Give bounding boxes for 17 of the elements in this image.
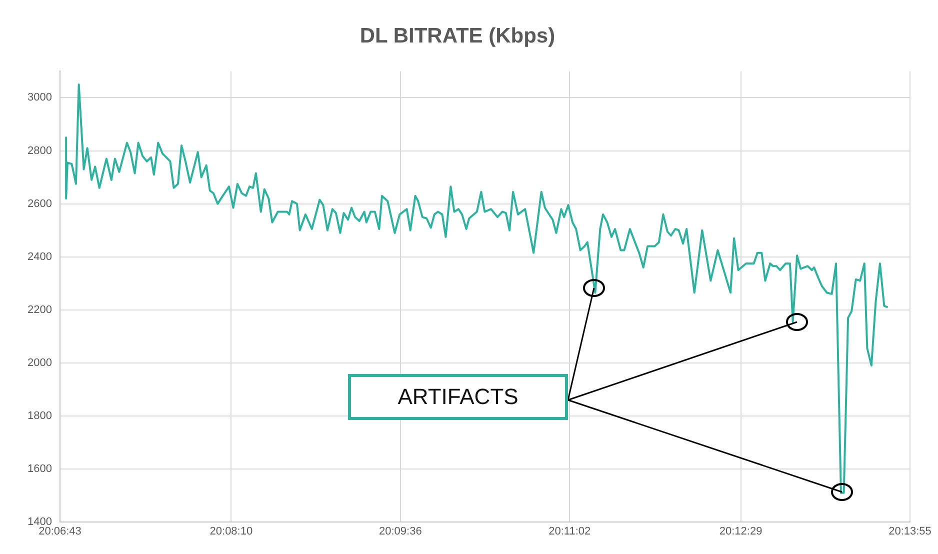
y-tick-label: 1600 [28, 462, 52, 475]
chart-title: DL BITRATE (Kbps) [360, 24, 556, 48]
y-tick-label: 2400 [28, 250, 52, 263]
y-tick-label: 2600 [28, 198, 52, 210]
y-tick-label: 3000 [28, 92, 52, 104]
x-tick-label: 20:11:02 [548, 526, 591, 538]
x-tick-label: 20:13:55 [888, 526, 932, 538]
x-tick-label: 20:12:29 [719, 526, 762, 538]
y-tick-label: 1400 [28, 516, 52, 528]
x-tick-label: 20:06:43 [38, 526, 82, 538]
y-tick-label: 2200 [28, 304, 52, 316]
x-tick-label: 20:09:36 [378, 526, 422, 538]
y-tick-label: 2000 [28, 356, 52, 369]
y-tick-label: 2800 [28, 144, 52, 157]
y-tick-label: 1800 [28, 410, 52, 422]
annotation: ARTIFACTS [398, 384, 518, 410]
x-tick-label: 20:08:10 [210, 526, 253, 538]
